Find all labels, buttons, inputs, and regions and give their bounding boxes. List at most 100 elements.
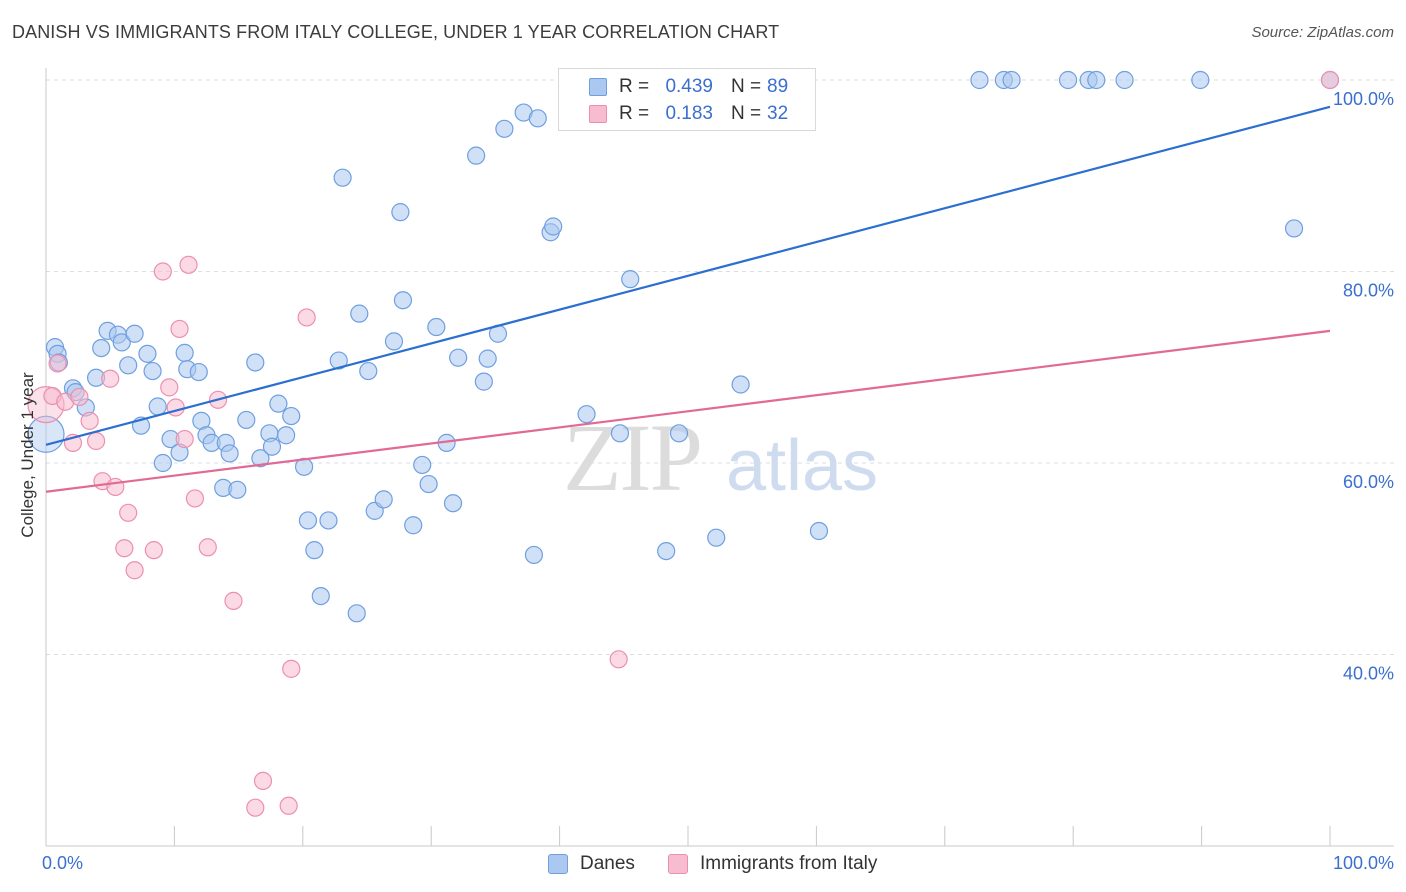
italy-point bbox=[125, 561, 144, 580]
danes-point bbox=[413, 455, 432, 475]
danes-point bbox=[467, 146, 486, 165]
italy-point bbox=[1320, 70, 1340, 90]
danes-point bbox=[246, 353, 265, 372]
italy-swatch bbox=[668, 854, 688, 874]
danes-point bbox=[731, 375, 750, 394]
danes-point bbox=[419, 474, 438, 494]
danes-point bbox=[374, 490, 393, 509]
chart-title: DANISH VS IMMIGRANTS FROM ITALY COLLEGE,… bbox=[12, 22, 780, 42]
danes-point bbox=[393, 291, 413, 310]
italy-point bbox=[86, 431, 106, 451]
danes-point bbox=[175, 343, 194, 362]
danes-point bbox=[277, 426, 296, 445]
danes-point bbox=[153, 453, 172, 473]
italy-point bbox=[48, 354, 67, 373]
danes-point bbox=[319, 511, 338, 530]
danes-point bbox=[404, 516, 423, 535]
danes-point bbox=[544, 217, 563, 236]
x-tick-label: 100.0% bbox=[1333, 853, 1394, 873]
danes-point bbox=[528, 109, 547, 128]
danes-point bbox=[970, 70, 989, 90]
y-tick-label: 60.0% bbox=[1343, 472, 1394, 492]
danes-point bbox=[1002, 70, 1021, 90]
italy-point bbox=[153, 262, 172, 281]
danes-trend-line bbox=[45, 105, 1331, 446]
italy-point bbox=[70, 387, 89, 407]
danes-point bbox=[384, 332, 404, 351]
danes-point bbox=[610, 424, 630, 443]
danes-point bbox=[148, 397, 167, 416]
danes-point bbox=[305, 541, 324, 560]
italy-point bbox=[160, 378, 179, 397]
italy-point bbox=[101, 369, 120, 388]
italy-swatch bbox=[589, 105, 607, 123]
danes-swatch bbox=[589, 78, 607, 96]
legend-r-value: 0.439 bbox=[665, 76, 713, 97]
danes-point bbox=[138, 344, 157, 363]
stats-legend: R = 0.439 N = 89 R = 0.183 N = 32 bbox=[558, 68, 816, 131]
danes-point bbox=[112, 333, 131, 352]
danes-point bbox=[228, 480, 247, 499]
danes-point bbox=[809, 521, 829, 541]
italy-point bbox=[80, 411, 99, 430]
danes-point bbox=[119, 356, 138, 375]
italy-point bbox=[297, 308, 316, 327]
danes-point bbox=[443, 494, 463, 513]
legend-r-value: 0.183 bbox=[665, 103, 713, 124]
danes-point bbox=[311, 586, 330, 606]
danes-point bbox=[449, 348, 468, 367]
source-label: Source: ZipAtlas.com bbox=[1251, 24, 1394, 41]
danes-point bbox=[669, 424, 689, 443]
x-tick-label: 0.0% bbox=[42, 853, 83, 873]
danes-point bbox=[1284, 219, 1304, 238]
danes-point bbox=[350, 304, 369, 323]
danes-point bbox=[1191, 70, 1210, 90]
italy-point bbox=[179, 255, 198, 274]
legend-label-italy: Immigrants from Italy bbox=[700, 853, 878, 874]
danes-point bbox=[524, 545, 544, 565]
trend-layer bbox=[45, 105, 1331, 493]
danes-point bbox=[495, 119, 514, 138]
danes-point bbox=[143, 361, 162, 381]
danes-point bbox=[92, 339, 111, 358]
danes-point bbox=[427, 317, 446, 337]
danes-swatch bbox=[548, 854, 568, 874]
y-tick-label: 80.0% bbox=[1343, 281, 1394, 301]
italy-point bbox=[224, 591, 243, 610]
danes-point bbox=[621, 270, 640, 289]
tick-labels: 40.0% 60.0% 80.0% 100.0% 0.0% 100.0% bbox=[42, 89, 1394, 873]
legend-r-label: R = bbox=[619, 76, 650, 97]
danes-point bbox=[347, 604, 366, 623]
italy-point bbox=[166, 398, 185, 417]
danes-point bbox=[298, 511, 318, 530]
italy-point bbox=[170, 319, 189, 339]
danes-point bbox=[125, 324, 144, 343]
italy-point bbox=[175, 429, 194, 449]
y-axis-label: College, Under 1 year bbox=[18, 372, 37, 538]
danes-point bbox=[329, 351, 348, 370]
danes-point bbox=[220, 444, 239, 463]
italy-point bbox=[106, 477, 125, 497]
danes-point bbox=[282, 406, 301, 426]
danes-point bbox=[474, 372, 493, 391]
italy-point bbox=[609, 650, 628, 669]
italy-point bbox=[279, 796, 298, 815]
series-legend: Danes Immigrants from Italy bbox=[0, 851, 1406, 877]
danes-point bbox=[1087, 70, 1106, 90]
legend-row-danes: R = 0.439 N = 89 bbox=[559, 73, 815, 101]
legend-label-danes: Danes bbox=[580, 853, 635, 874]
legend-n-value: 32 bbox=[767, 103, 789, 124]
danes-point bbox=[189, 362, 208, 382]
italy-point bbox=[282, 659, 301, 678]
danes-point bbox=[333, 168, 352, 187]
italy-point bbox=[246, 798, 265, 817]
y-tick-label: 100.0% bbox=[1333, 89, 1394, 109]
legend-n-label: N = bbox=[731, 76, 762, 97]
danes-point bbox=[359, 361, 378, 381]
danes-point bbox=[391, 203, 410, 222]
italy-point bbox=[253, 771, 273, 790]
legend-row-italy: R = 0.183 N = 32 bbox=[559, 100, 815, 128]
danes-point bbox=[707, 528, 726, 547]
watermark-atlas: atlas bbox=[726, 426, 878, 506]
